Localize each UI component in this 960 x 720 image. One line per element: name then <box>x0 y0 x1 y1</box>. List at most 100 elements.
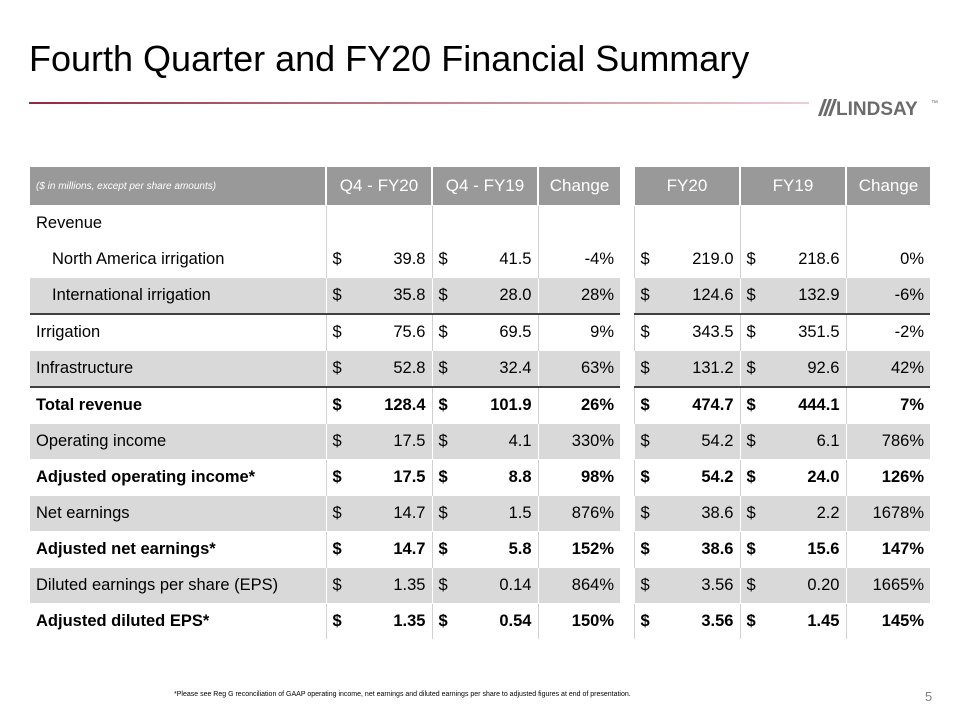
column-gap <box>620 205 634 242</box>
currency-symbol: $ <box>332 359 342 377</box>
value: 52.8 <box>393 359 426 377</box>
cell-q4-fy19: $41.5 <box>431 241 538 278</box>
currency-symbol: $ <box>746 250 756 268</box>
currency-symbol: $ <box>332 504 342 522</box>
cell-q4-fy20: $52.8 <box>325 350 432 387</box>
cell-fy-change: 42% <box>845 350 930 387</box>
cell-fy19: $132.9 <box>739 277 846 314</box>
title-divider <box>29 102 809 104</box>
cell-q4-change: 26% <box>537 386 620 424</box>
cell-fy20: $54.2 <box>633 459 740 496</box>
value: 128.4 <box>384 396 426 414</box>
cell-q4-fy20: $1.35 <box>325 567 432 604</box>
value: 124.6 <box>692 286 734 304</box>
currency-symbol: $ <box>640 576 650 594</box>
value: 5.8 <box>508 540 532 558</box>
cell-fy19: $92.6 <box>739 350 846 387</box>
value: 75.6 <box>393 323 426 341</box>
value: 351.5 <box>798 323 840 341</box>
cell-fy19: $444.1 <box>739 386 846 424</box>
cell-fy19: $351.5 <box>739 313 846 351</box>
row-label: Revenue <box>30 205 326 242</box>
cell-q4-change: 9% <box>537 313 620 351</box>
cell-fy19: $6.1 <box>739 423 846 460</box>
currency-symbol: $ <box>746 540 756 558</box>
value: 1.35 <box>393 612 426 630</box>
cell-q4-change: 864% <box>537 567 620 604</box>
value: 15.6 <box>807 540 840 558</box>
currency-symbol: $ <box>438 468 448 486</box>
value: 14.7 <box>393 504 426 522</box>
cell-q4-change: 63% <box>537 350 620 387</box>
cell-q4-fy20: $75.6 <box>325 313 432 351</box>
header-note: ($ in millions, except per share amounts… <box>30 167 326 206</box>
column-header-fy20: FY20 <box>633 167 740 206</box>
value: 132.9 <box>798 286 840 304</box>
table-row: Revenue <box>30 205 930 242</box>
cell-fy-change <box>845 205 930 242</box>
page-number: 5 <box>925 689 933 704</box>
cell-q4-change <box>537 205 620 242</box>
cell-q4-fy20: $14.7 <box>325 495 432 532</box>
currency-symbol: $ <box>332 540 342 558</box>
column-header-q4-fy19: Q4 - FY19 <box>431 167 538 206</box>
table-row: Irrigation $75.6 $69.5 9% $343.5 $351.5 -2% <box>30 313 930 351</box>
cell-q4-fy20: $35.8 <box>325 277 432 314</box>
column-gap <box>620 277 634 314</box>
currency-symbol: $ <box>746 359 756 377</box>
value: 54.2 <box>701 432 734 450</box>
value: 219.0 <box>692 250 734 268</box>
currency-symbol: $ <box>332 396 342 414</box>
cell-q4-change: -4% <box>537 241 620 278</box>
cell-fy-change: 145% <box>845 603 930 639</box>
value: 92.6 <box>807 359 840 377</box>
cell-q4-fy19: $28.0 <box>431 277 538 314</box>
currency-symbol: $ <box>640 396 650 414</box>
currency-symbol: $ <box>746 576 756 594</box>
value: 41.5 <box>499 250 532 268</box>
value: 218.6 <box>798 250 840 268</box>
cell-q4-fy19: $5.8 <box>431 531 538 568</box>
table-row: Adjusted operating income* $17.5 $8.8 98% $5… <box>30 459 930 496</box>
row-label: Adjusted net earnings* <box>30 531 326 568</box>
column-gap <box>620 423 634 460</box>
currency-symbol: $ <box>438 540 448 558</box>
cell-q4-fy19 <box>431 205 538 242</box>
cell-fy-change: 147% <box>845 531 930 568</box>
cell-fy20: $219.0 <box>633 241 740 278</box>
cell-fy-change: 786% <box>845 423 930 460</box>
cell-q4-change: 876% <box>537 495 620 532</box>
cell-fy20: $3.56 <box>633 567 740 604</box>
value: 24.0 <box>807 468 840 486</box>
cell-q4-fy19: $69.5 <box>431 313 538 351</box>
currency-symbol: $ <box>640 286 650 304</box>
currency-symbol: $ <box>438 432 448 450</box>
currency-symbol: $ <box>746 396 756 414</box>
row-label: Adjusted operating income* <box>30 459 326 496</box>
cell-fy19 <box>739 205 846 242</box>
row-label: Total revenue <box>30 386 326 424</box>
cell-fy19: $2.2 <box>739 495 846 532</box>
cell-fy20: $343.5 <box>633 313 740 351</box>
column-header-fy19: FY19 <box>739 167 846 206</box>
cell-q4-fy20: $1.35 <box>325 603 432 639</box>
value: 1.45 <box>807 612 840 630</box>
cell-q4-change: 98% <box>537 459 620 496</box>
currency-symbol: $ <box>640 432 650 450</box>
cell-fy19: $15.6 <box>739 531 846 568</box>
currency-symbol: $ <box>640 504 650 522</box>
currency-symbol: $ <box>746 612 756 630</box>
cell-q4-fy19: $8.8 <box>431 459 538 496</box>
column-gap <box>620 603 634 639</box>
currency-symbol: $ <box>332 286 342 304</box>
value: 39.8 <box>393 250 426 268</box>
table-row: Total revenue $128.4 $101.9 26% $474.7 $444.1… <box>30 386 930 424</box>
cell-fy19: $0.20 <box>739 567 846 604</box>
column-header-fy-change: Change <box>845 167 930 206</box>
value: 0.20 <box>807 576 840 594</box>
cell-q4-change: 150% <box>537 603 620 639</box>
value: 4.1 <box>508 432 532 450</box>
currency-symbol: $ <box>640 612 650 630</box>
row-label: Irrigation <box>30 313 326 351</box>
financial-summary-table: ($ in millions, except per share amounts… <box>30 167 930 639</box>
